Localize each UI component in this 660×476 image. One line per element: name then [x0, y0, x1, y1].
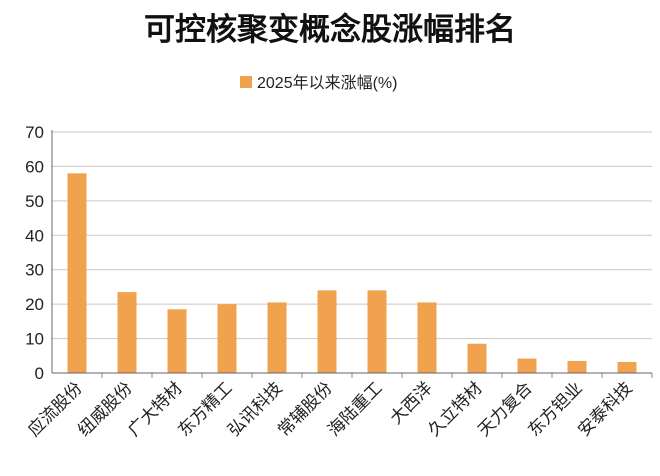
x-tick-label: 应流股份 — [24, 378, 86, 440]
bar-8 — [417, 302, 437, 373]
legend: 2025年以来涨幅(%) — [240, 74, 397, 92]
x-tick-label: 纽威股份 — [74, 378, 136, 440]
y-tick-label: 10 — [25, 330, 44, 349]
x-tick-label: 久立特材 — [424, 378, 486, 440]
gridlines — [52, 131, 652, 340]
bar-7 — [367, 290, 387, 373]
y-tick-label: 70 — [25, 123, 44, 142]
bar-12 — [617, 361, 637, 373]
y-tick-label: 50 — [25, 192, 44, 211]
bar-3 — [167, 309, 187, 373]
y-axis-ticks: 0 10 20 30 40 50 60 70 — [25, 123, 44, 383]
y-tick-label: 60 — [25, 157, 44, 176]
bars — [67, 173, 637, 373]
x-tick-label: 东方钽业 — [524, 378, 586, 440]
legend-swatch — [240, 76, 252, 88]
x-tick-label: 海陆重工 — [324, 378, 386, 440]
bar-10 — [517, 358, 537, 373]
x-tick-label: 东方精工 — [174, 378, 236, 440]
legend-label: 2025年以来涨幅(%) — [257, 74, 397, 92]
bar-1 — [67, 173, 87, 373]
bar-2 — [117, 292, 137, 373]
bar-11 — [567, 360, 587, 373]
x-tick-label: 弘讯科技 — [224, 378, 286, 440]
y-tick-label: 20 — [25, 295, 44, 314]
bar-5 — [267, 302, 287, 373]
chart-title: 可控核聚变概念股涨幅排名 — [144, 12, 516, 48]
axes — [51, 130, 652, 374]
y-tick-label: 30 — [25, 261, 44, 280]
bar-6 — [317, 290, 337, 373]
bar-9 — [467, 343, 487, 373]
y-tick-label: 0 — [35, 364, 44, 383]
y-tick-label: 40 — [25, 226, 44, 245]
x-tick-label: 广大特材 — [124, 378, 186, 440]
x-tick-label: 安泰科技 — [574, 378, 636, 440]
bar-4 — [217, 304, 237, 373]
x-tick-label: 常辅股份 — [274, 378, 336, 440]
x-tick-label: 天力复合 — [474, 378, 536, 440]
